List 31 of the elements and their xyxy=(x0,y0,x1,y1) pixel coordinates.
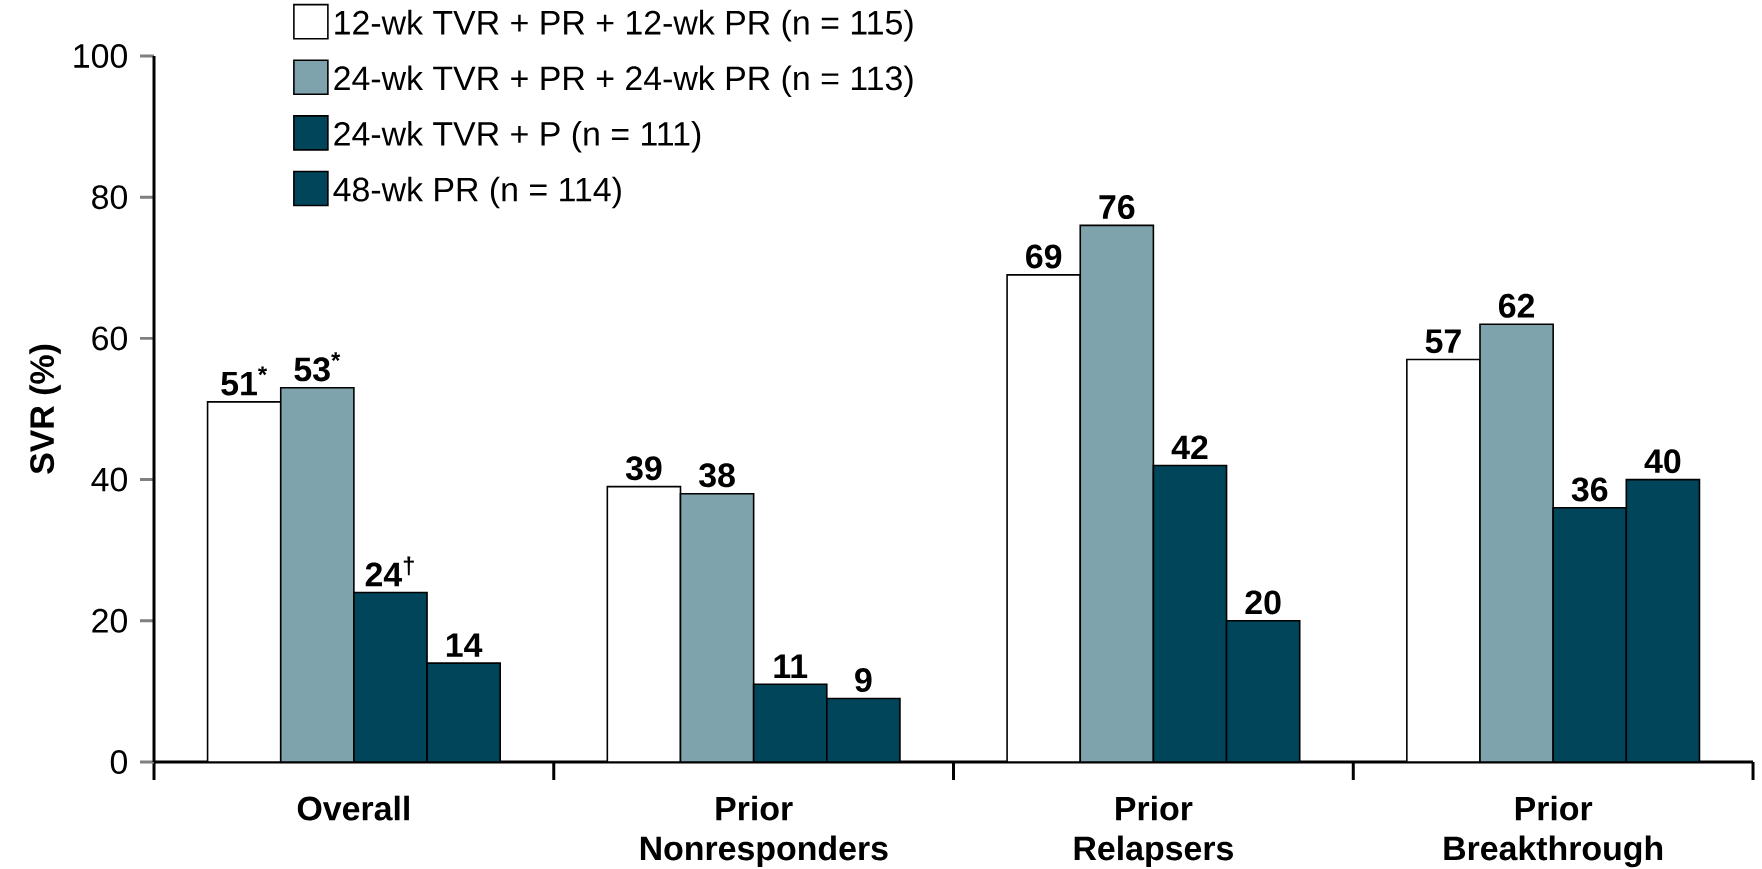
legend-label: 24-wk TVR + P (n = 111) xyxy=(334,121,701,153)
data-label: 51$^{*}$ xyxy=(221,366,268,396)
y-tick-label: 40 xyxy=(91,467,127,492)
y-tick-label: 60 xyxy=(92,326,127,351)
legend-label: 24-wk TVR + PR + 24-wk PR (n = 113) xyxy=(334,65,913,97)
data-label: 20 xyxy=(1245,590,1281,615)
data-label: 62 xyxy=(1498,293,1535,318)
y-tick-label: 80 xyxy=(92,185,127,210)
data-label: 36 xyxy=(1571,477,1608,502)
y-tick-label: 100 xyxy=(74,43,127,68)
data-label: 42 xyxy=(1171,435,1208,460)
x-tick-label: Overall xyxy=(297,795,409,821)
x-tick-label: Prior Breakthrough xyxy=(1444,795,1663,868)
y-tick-label: 20 xyxy=(92,608,127,633)
y-axis-title: SVR (%) xyxy=(29,344,61,474)
data-label: 38 xyxy=(699,463,735,488)
data-label: 11 xyxy=(774,654,808,678)
data-label: 40 xyxy=(1644,449,1681,474)
data-label: 14 xyxy=(446,633,483,657)
x-tick-label: Prior Relapsers xyxy=(1074,795,1233,868)
data-label: 57 xyxy=(1425,329,1461,354)
y-tick-label: 0 xyxy=(110,749,128,774)
data-label: 39 xyxy=(625,456,662,481)
data-label: 9 xyxy=(855,668,872,693)
x-tick-label: Prior Nonresponders xyxy=(640,795,888,868)
data-label: 53$^{*}$ xyxy=(294,352,341,382)
data-label: 24$^{†}$ xyxy=(365,556,414,587)
legend-label: 12-wk TVR + PR + 12-wk PR (n = 115) xyxy=(335,9,913,42)
data-label: 69 xyxy=(1026,244,1062,269)
legend-label: 48-wk PR (n = 114) xyxy=(333,176,621,209)
data-label: 76 xyxy=(1099,195,1135,220)
